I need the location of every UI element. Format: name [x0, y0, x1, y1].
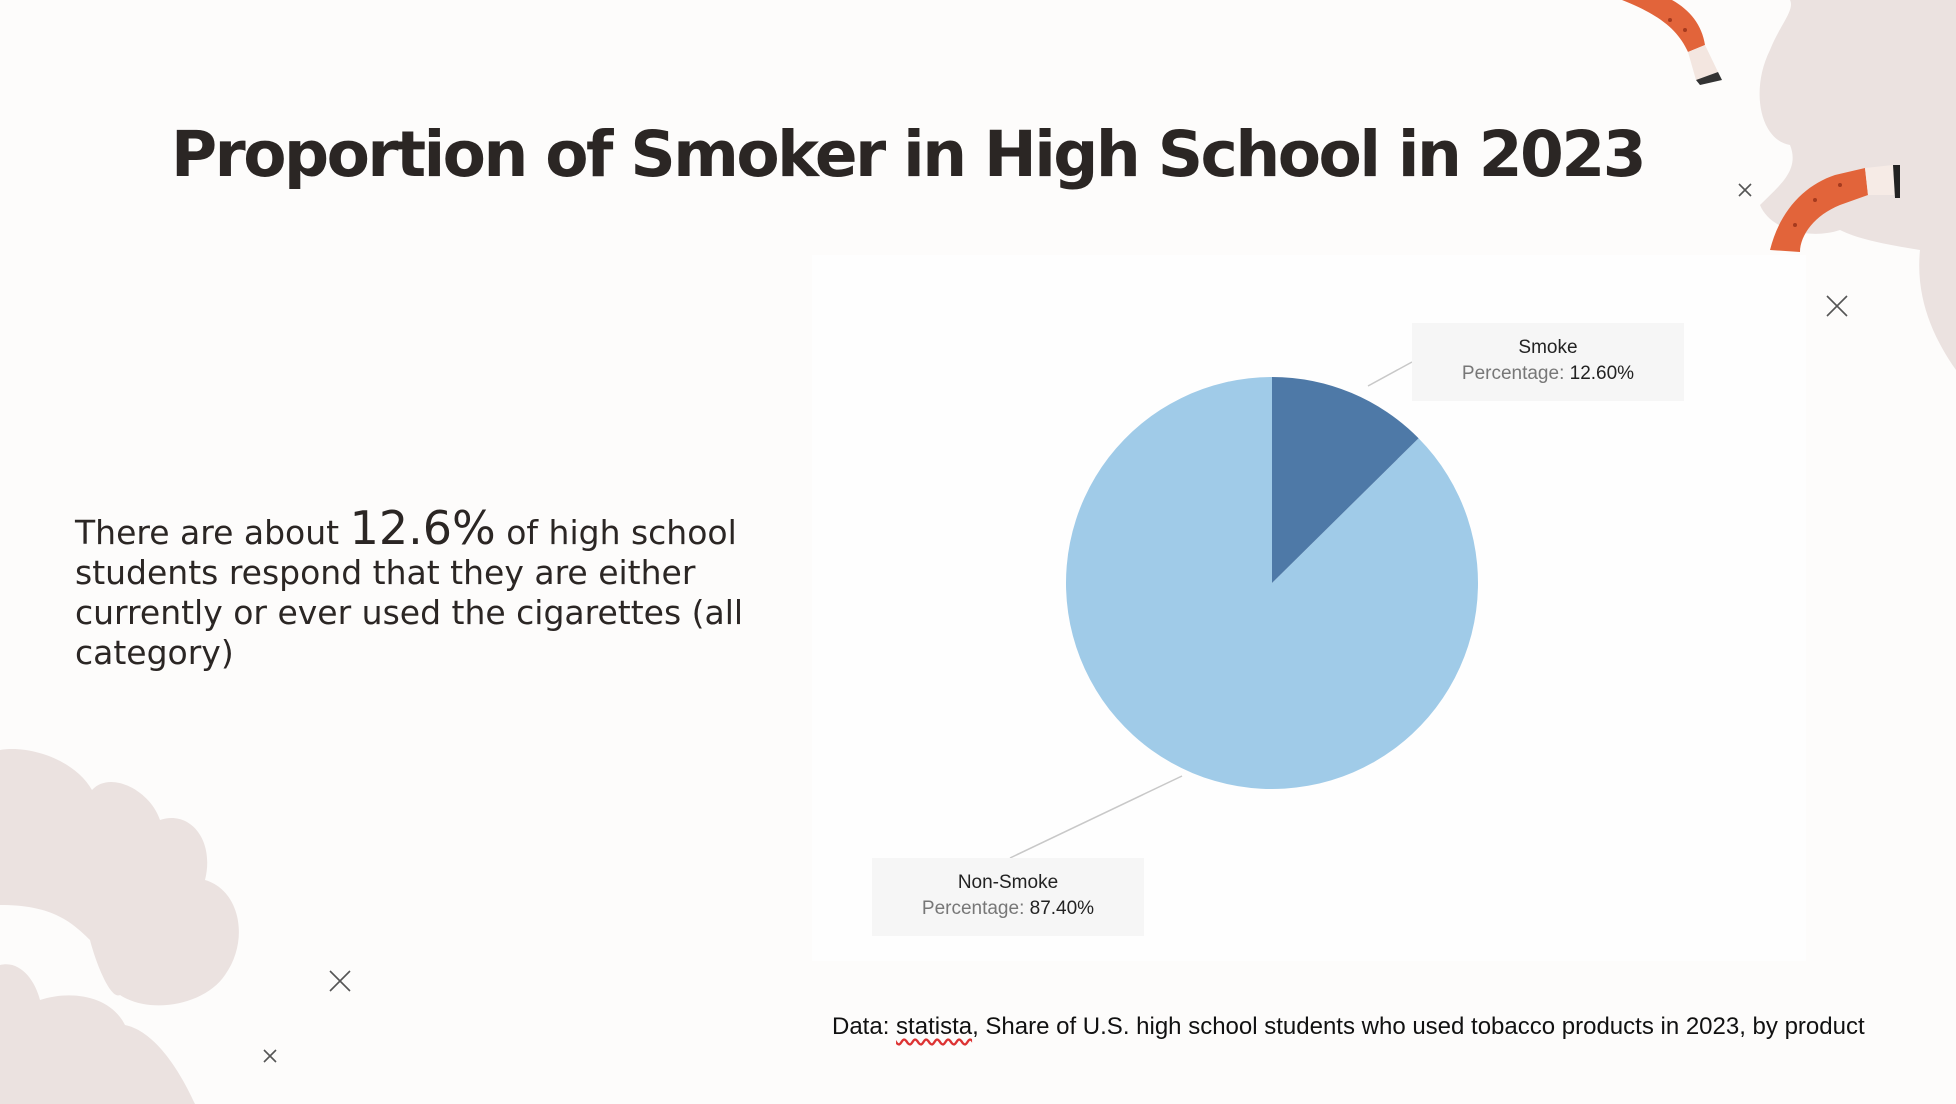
data-source: Data: statista, Share of U.S. high schoo… [832, 1013, 1865, 1041]
slice-label-smoke-key: Percentage: [1461, 363, 1565, 384]
smoke-cloud-bottom-left [0, 749, 239, 1006]
leader-line-smoke [1367, 361, 1413, 387]
slice-label-smoke-value: 12.60% [1569, 363, 1635, 384]
source-prefix: Data: [832, 1013, 890, 1040]
source-text: , Share of U.S. high school students who… [972, 1013, 1865, 1040]
slice-label-non-smoke-value: 87.40% [1029, 898, 1095, 919]
pie-slice-smoke [1272, 377, 1419, 583]
source-site: statista [896, 1013, 973, 1040]
slice-label-smoke: Smoke Percentage: 12.60% [1412, 323, 1684, 401]
slice-label-non-smoke: Non-Smoke Percentage: 87.40% [872, 858, 1144, 936]
slide-title: Proportion of Smoker in High School in 2… [171, 118, 1647, 191]
cigarette-right-icon [1770, 165, 1900, 252]
description-after: of high school students respond that the… [75, 513, 744, 672]
sparkle-icon [263, 183, 1848, 1063]
smoke-cloud-bottom-left-2 [0, 964, 195, 1104]
cigarette-top-icon [1622, 0, 1722, 85]
slice-label-smoke-name: Smoke [1518, 337, 1578, 358]
leader-line-non-smoke [1009, 775, 1183, 859]
slice-label-non-smoke-key: Percentage: [921, 898, 1025, 919]
description-before: There are about [75, 513, 340, 552]
description-text: There are about 12.6% of high school stu… [75, 505, 775, 673]
slice-label-non-smoke-name: Non-Smoke [957, 872, 1059, 893]
description-highlight: 12.6% [349, 501, 496, 555]
